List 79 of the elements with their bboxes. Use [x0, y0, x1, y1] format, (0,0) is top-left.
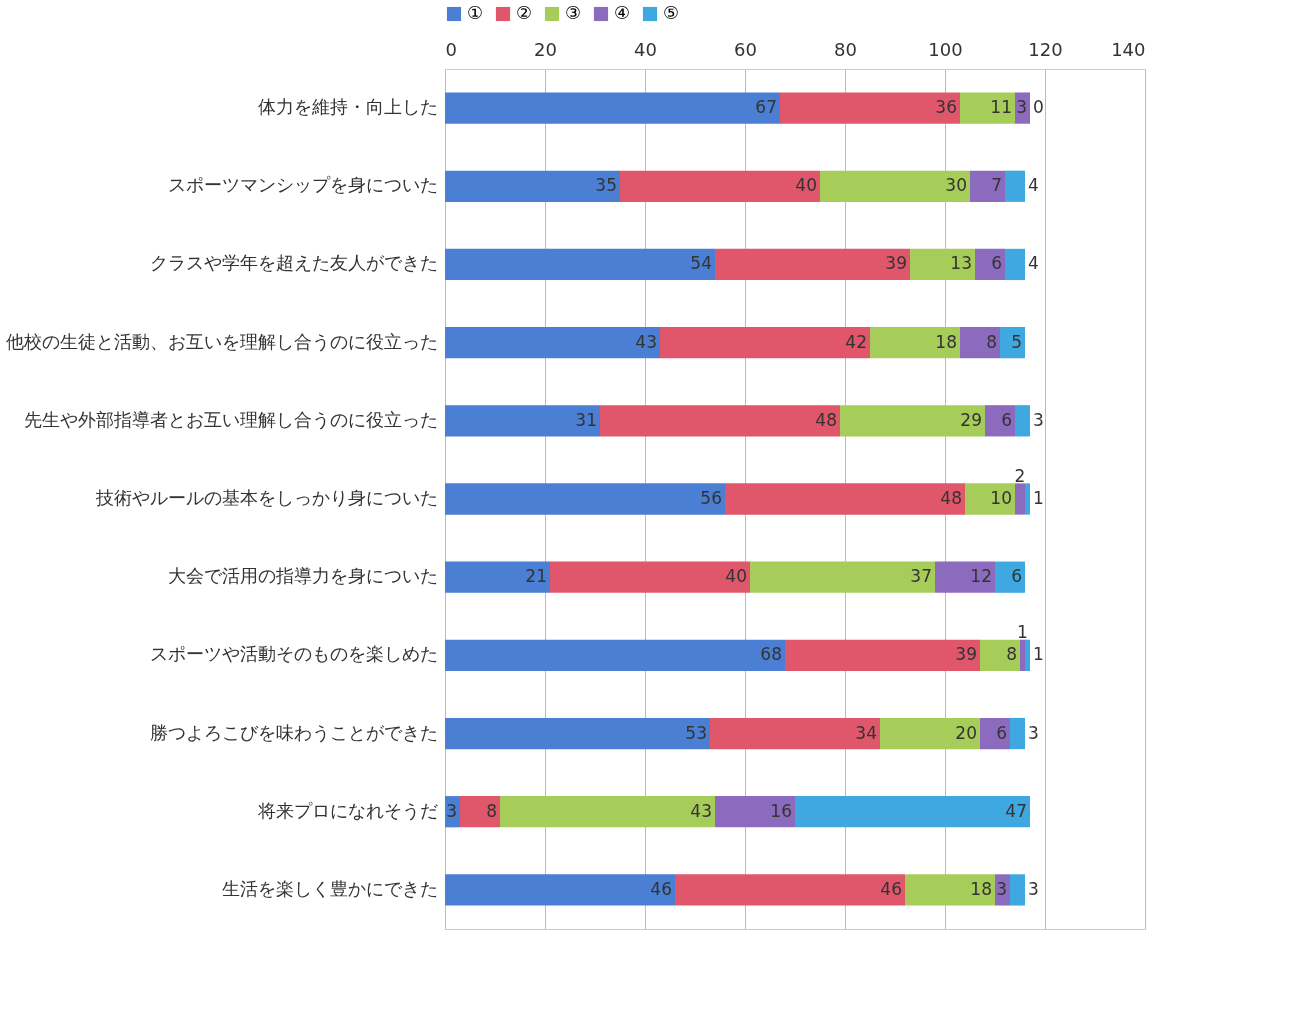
y-tick-label: 他校の生徒と活動、お互いを理解し合うのに役立った: [5, 330, 438, 352]
data-label: 46: [880, 878, 902, 899]
data-label: 10: [990, 488, 1012, 508]
legend-label: ①: [467, 2, 484, 23]
data-label: 18: [935, 331, 957, 352]
data-label: 39: [885, 253, 907, 274]
y-tick-label: 大会で活用の指導力を身についた: [167, 565, 438, 587]
data-label: 3: [1028, 878, 1039, 899]
y-tick-label: 勝つよろこびを味わうことができた: [149, 721, 438, 743]
data-label: 31: [575, 409, 597, 430]
data-label: 1: [1033, 488, 1044, 508]
x-tick-label: 60: [734, 38, 757, 60]
x-tick-label: 120: [1028, 38, 1063, 60]
data-label: 3: [446, 800, 457, 821]
data-label: 3: [1016, 97, 1027, 118]
data-label: 48: [940, 488, 962, 508]
data-label: 30: [945, 175, 967, 196]
data-label: 39: [955, 644, 977, 665]
data-label: 7: [991, 175, 1002, 196]
data-label: 20: [955, 722, 977, 743]
data-label: 48: [815, 409, 837, 430]
data-label: 6: [1011, 566, 1022, 587]
y-tick-label: 先生や外部指導者とお互い理解し合うのに役立った: [23, 408, 438, 430]
legend-label: ⑤: [663, 2, 680, 23]
x-tick-label: 100: [928, 38, 963, 60]
data-label: 18: [970, 878, 992, 899]
data-label: 68: [760, 644, 782, 665]
x-tick-label: 140: [1111, 38, 1146, 60]
x-tick-label: 20: [534, 38, 557, 60]
data-label: 13: [950, 253, 972, 274]
data-label: 42: [845, 331, 867, 352]
y-tick-label: 将来プロになれそうだ: [256, 799, 438, 821]
data-label: 8: [486, 800, 497, 821]
data-label: 4: [1028, 253, 1039, 274]
x-tick-label: 0: [445, 38, 457, 60]
data-label: 1: [1017, 622, 1028, 643]
data-label: 8: [1006, 644, 1017, 665]
data-label: 0: [1033, 97, 1044, 118]
y-tick-label: クラスや学年を超えた友人ができた: [149, 252, 438, 274]
legend-label: ②: [516, 2, 533, 23]
data-label: 40: [725, 566, 747, 587]
y-tick-label: スポーツマンシップを身についた: [167, 174, 438, 196]
data-label: 53: [685, 722, 707, 743]
data-label: 40: [795, 175, 817, 196]
data-label: 5: [1011, 331, 1022, 352]
x-tick-label: 80: [834, 38, 857, 60]
legend-label: ④: [614, 2, 631, 23]
data-label: 3: [1033, 409, 1044, 430]
data-label: 56: [700, 488, 722, 508]
data-label: 67: [755, 97, 777, 118]
data-label: 8: [986, 331, 997, 352]
y-tick-label: 生活を楽しく豊かにできた: [221, 877, 438, 899]
data-label: 43: [635, 331, 657, 352]
data-label: 16: [770, 800, 792, 821]
y-tick-label: 体力を維持・向上した: [257, 96, 438, 118]
data-label: 4: [1028, 175, 1039, 196]
data-label: 6: [1001, 409, 1012, 430]
data-label: 37: [910, 566, 932, 587]
y-tick-label: スポーツや活動そのものを楽しめた: [149, 643, 438, 665]
data-label: 54: [690, 253, 712, 274]
data-label: 6: [991, 253, 1002, 274]
data-label: 47: [1005, 800, 1027, 821]
data-label: 46: [650, 878, 672, 899]
data-label: 1: [1033, 644, 1044, 665]
data-label: 29: [960, 409, 982, 430]
x-tick-label: 40: [634, 38, 657, 60]
data-label: 11: [990, 97, 1012, 118]
data-label: 36: [935, 97, 957, 118]
data-label: 35: [595, 175, 617, 196]
y-tick-label: 技術やルールの基本をしっかり身についた: [94, 487, 438, 508]
data-label: 43: [690, 800, 712, 821]
data-label: 21: [525, 566, 547, 587]
legend-label: ③: [565, 2, 582, 23]
data-label: 12: [970, 566, 992, 587]
data-label: 6: [996, 722, 1007, 743]
data-label: 34: [855, 722, 877, 743]
data-label: 3: [1028, 722, 1039, 743]
data-label: 2: [1014, 466, 1026, 486]
data-label: 3: [996, 878, 1007, 899]
